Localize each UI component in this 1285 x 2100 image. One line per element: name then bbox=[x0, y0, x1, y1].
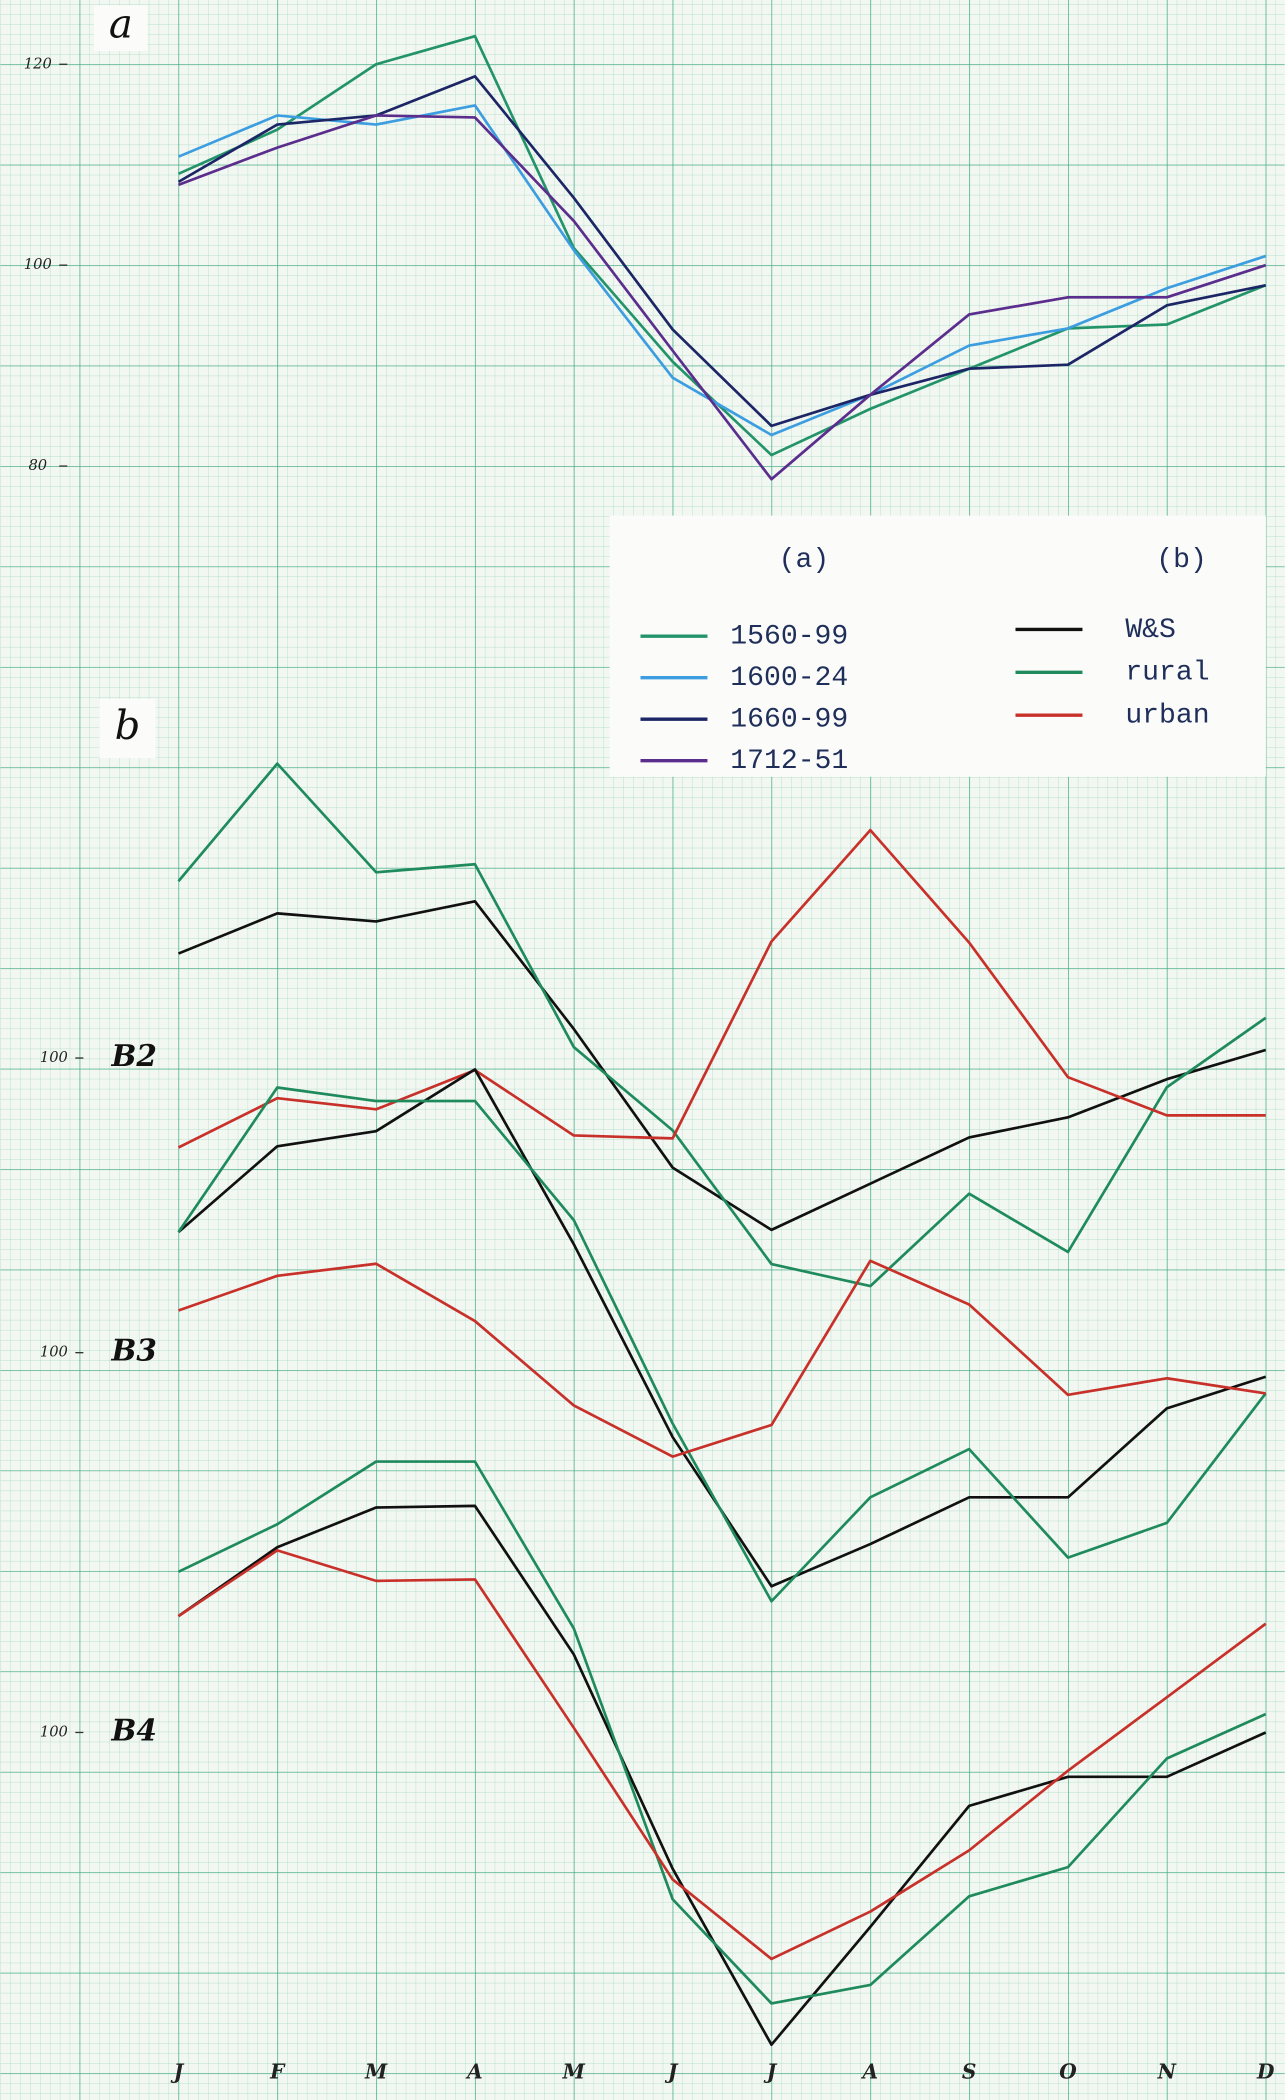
x-tick-label: A bbox=[465, 2060, 483, 2084]
y-tick-label: 100 bbox=[24, 256, 52, 273]
y-tick-label: 100 bbox=[40, 1344, 68, 1361]
panel-label: B4 bbox=[111, 1712, 157, 1747]
x-tick-label: S bbox=[962, 2060, 977, 2084]
x-tick-label: D bbox=[1256, 2060, 1275, 2084]
page: a (a) 1560-99 1600-24 1660-99 1712-51 80 100 120… bbox=[0, 0, 1285, 2100]
x-tick-label: N bbox=[1157, 2060, 1177, 2084]
group-label: a bbox=[109, 1, 133, 47]
legend-label: W&S bbox=[1125, 615, 1176, 646]
y-tick-label: 80 bbox=[28, 457, 47, 474]
legend-label: 1660-99 bbox=[730, 705, 848, 736]
x-tick-label: A bbox=[861, 2060, 879, 2084]
legend-label: 1560-99 bbox=[730, 622, 848, 653]
group-label: b bbox=[115, 703, 141, 749]
x-tick-label: O bbox=[1059, 2060, 1077, 2084]
y-tick-label: 100 bbox=[40, 1723, 68, 1740]
x-tick-label: M bbox=[562, 2060, 586, 2084]
x-tick-label: F bbox=[269, 2060, 286, 2084]
legend-label: rural bbox=[1125, 658, 1209, 689]
y-tick-label: 120 bbox=[24, 55, 52, 72]
legend-title: (b) bbox=[1156, 545, 1207, 576]
x-tick-label: M bbox=[364, 2060, 388, 2084]
legend-label: 1712-51 bbox=[730, 746, 848, 777]
chart: a (a) 1560-99 1600-24 1660-99 1712-51 80 100 120… bbox=[0, 0, 1285, 2100]
legend-label: urban bbox=[1125, 701, 1209, 732]
paper-grid-major bbox=[0, 0, 1284, 2100]
legend-label: 1600-24 bbox=[730, 663, 848, 694]
panel-label: B3 bbox=[111, 1333, 157, 1368]
legend-title: (a) bbox=[779, 545, 830, 576]
y-tick-label: 100 bbox=[40, 1049, 68, 1066]
panel-label: B2 bbox=[111, 1038, 157, 1073]
